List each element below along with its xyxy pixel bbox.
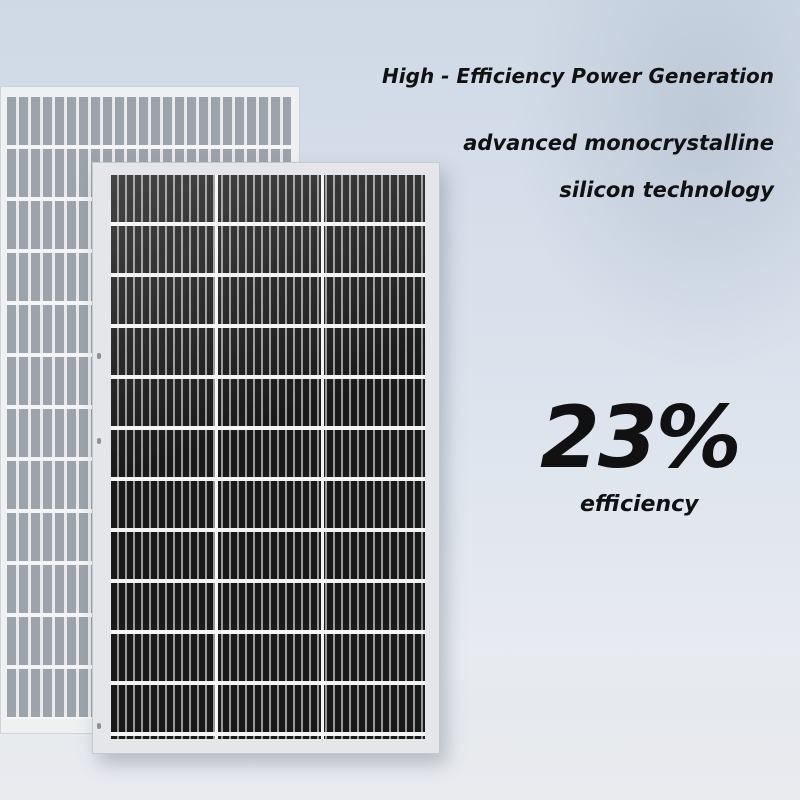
mount-hole: [97, 438, 101, 444]
subline-1: advanced monocrystalline: [463, 131, 774, 155]
stat-label: efficiency: [580, 492, 699, 517]
front-solar-panel: [92, 162, 440, 754]
headline: High - Efficiency Power Generation: [382, 64, 774, 88]
subline-2: silicon technology: [559, 178, 774, 202]
mount-hole: [97, 723, 101, 729]
mount-hole: [97, 353, 101, 359]
front-panel-cells: [111, 175, 425, 739]
leaf-shadow: [480, 0, 800, 420]
panel-sheen: [111, 175, 425, 739]
stat-value: 23%: [540, 388, 742, 488]
